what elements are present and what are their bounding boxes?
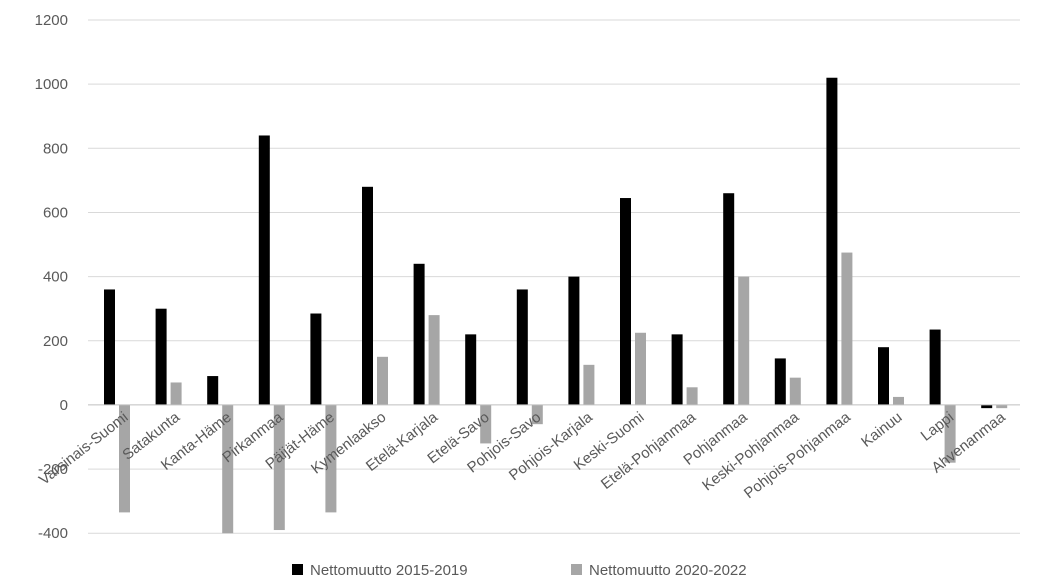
bar-series-1 — [929, 329, 941, 405]
bar-series-1 — [723, 193, 735, 405]
bar-series-1 — [104, 289, 115, 405]
bars — [104, 77, 1008, 534]
bar-series-2 — [893, 396, 904, 405]
bar-series-2 — [944, 404, 956, 463]
y-tick-label: -400 — [38, 525, 68, 542]
bar-series-2 — [119, 404, 130, 513]
legend-swatch — [571, 564, 582, 575]
bar-series-1 — [465, 334, 477, 405]
bar-series-2 — [170, 382, 182, 405]
y-tick-label: 1000 — [35, 76, 68, 93]
category-labels: Varsinais-SuomiSatakuntaKanta-HämePirkan… — [36, 408, 1009, 502]
y-tick-label: 1200 — [35, 12, 68, 29]
bar-series-1 — [774, 358, 786, 405]
bar-series-2 — [531, 404, 543, 425]
legend-label: Nettomuutto 2020-2022 — [589, 562, 747, 579]
bar-series-1 — [362, 186, 373, 405]
category-label: Varsinais-Suomi — [36, 409, 132, 489]
y-tick-label: 800 — [43, 140, 68, 157]
bar-series-2 — [273, 404, 285, 531]
bar-series-1 — [516, 289, 528, 405]
y-tick-label: -200 — [38, 461, 68, 478]
bar-series-2 — [428, 315, 440, 405]
category-label: Etelä-Pohjanmaa — [598, 408, 700, 493]
bar-series-1 — [826, 77, 838, 405]
bar-series-2 — [996, 404, 1008, 409]
bar-series-2 — [377, 356, 388, 405]
category-label: Kainuu — [858, 409, 905, 451]
bar-series-1 — [981, 404, 993, 409]
bar-series-2 — [789, 377, 801, 405]
bar-series-1 — [878, 347, 889, 405]
bar-series-1 — [671, 334, 683, 405]
y-tick-label: 200 — [43, 333, 68, 350]
bar-series-1 — [413, 263, 425, 405]
y-tick-label: 600 — [43, 204, 68, 221]
bar-series-2 — [738, 276, 750, 405]
bar-series-1 — [207, 376, 219, 405]
bar-series-1 — [155, 308, 167, 405]
bar-series-2 — [480, 404, 492, 444]
legend-label: Nettomuutto 2015-2019 — [310, 562, 468, 579]
bar-series-1 — [310, 313, 322, 405]
bar-series-2 — [325, 404, 337, 513]
bar-series-2 — [635, 332, 646, 405]
bar-series-1 — [620, 198, 631, 405]
bar-series-2 — [222, 404, 234, 534]
bar-series-1 — [258, 135, 270, 405]
gridlines — [88, 19, 1020, 534]
legend-swatch — [292, 564, 303, 575]
bar-series-1 — [568, 276, 580, 405]
bar-series-2 — [583, 364, 595, 405]
bar-series-2 — [686, 387, 698, 405]
y-tick-label: 400 — [43, 269, 68, 286]
bar-series-2 — [841, 252, 853, 405]
legend: Nettomuutto 2015-2019 Nettomuutto 2020-20… — [292, 562, 747, 579]
y-tick-label: 0 — [60, 397, 68, 414]
